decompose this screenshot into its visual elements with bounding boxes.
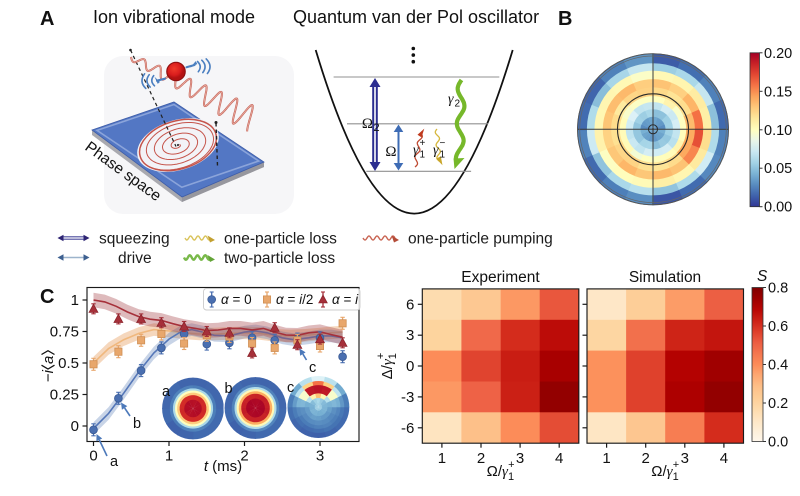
svg-text:0.00: 0.00: [764, 200, 792, 216]
svg-text:two-particle loss: two-particle loss: [224, 250, 335, 267]
svg-text:0.4: 0.4: [768, 358, 788, 374]
svg-text:C: C: [40, 286, 54, 308]
svg-text:0: 0: [71, 418, 79, 435]
svg-text:γ: γ: [433, 143, 439, 158]
svg-text:-3: -3: [401, 389, 414, 406]
svg-text:c: c: [309, 360, 316, 376]
svg-text:Δ/γ1+: Δ/γ1+: [375, 353, 399, 380]
svg-text:one-particle pumping: one-particle pumping: [408, 231, 553, 248]
svg-text:−: −: [440, 138, 446, 149]
svg-text:1: 1: [602, 450, 610, 467]
svg-text:1: 1: [420, 150, 426, 161]
svg-text:Ω: Ω: [385, 144, 396, 160]
svg-text:0.75: 0.75: [50, 324, 79, 341]
svg-text:A: A: [40, 8, 54, 30]
svg-text:0.05: 0.05: [764, 161, 792, 177]
svg-text:0.10: 0.10: [764, 123, 792, 139]
svg-text:a: a: [162, 384, 171, 400]
svg-text:S: S: [757, 268, 768, 285]
svg-text:4: 4: [720, 450, 728, 467]
svg-text:0.8: 0.8: [768, 281, 788, 297]
svg-text:3: 3: [316, 448, 324, 465]
svg-text:α = i: α = i: [332, 292, 359, 307]
svg-text:drive: drive: [118, 250, 152, 267]
svg-text:1: 1: [71, 292, 79, 309]
svg-text:0.15: 0.15: [764, 84, 792, 100]
svg-text:a: a: [40, 356, 57, 364]
svg-text:one-particle loss: one-particle loss: [224, 231, 337, 248]
svg-text:0.5: 0.5: [58, 355, 79, 372]
svg-text:Quantum van der Pol oscillator: Quantum van der Pol oscillator: [293, 7, 539, 27]
svg-text:1: 1: [165, 448, 173, 465]
svg-text:3: 3: [406, 327, 414, 344]
svg-text:2: 2: [642, 450, 650, 467]
svg-text:6: 6: [406, 296, 414, 313]
svg-text:2: 2: [374, 122, 380, 134]
svg-text:0: 0: [89, 448, 97, 465]
svg-text:b: b: [133, 416, 141, 432]
svg-text:γ: γ: [448, 92, 454, 107]
svg-text:α = 0: α = 0: [221, 292, 252, 307]
svg-text:-6: -6: [401, 420, 414, 437]
svg-text:Ω: Ω: [362, 116, 373, 132]
svg-text:squeezing: squeezing: [99, 231, 170, 248]
svg-text:3: 3: [681, 450, 689, 467]
svg-text:0.2: 0.2: [768, 396, 788, 412]
svg-text:α = i/2: α = i/2: [276, 292, 313, 307]
svg-text:b: b: [225, 381, 233, 397]
svg-text:0.20: 0.20: [764, 46, 792, 62]
svg-text:3: 3: [516, 450, 524, 467]
svg-text:0: 0: [406, 358, 414, 375]
svg-text:2: 2: [455, 99, 461, 110]
svg-text:4: 4: [555, 450, 563, 467]
svg-text:c: c: [287, 380, 294, 396]
svg-text:a: a: [110, 454, 119, 470]
svg-text:−i: −i: [40, 369, 57, 382]
svg-text:Experiment: Experiment: [461, 269, 540, 286]
svg-text:Ω/γ1+: Ω/γ1+: [487, 459, 515, 483]
svg-text:0.25: 0.25: [50, 387, 79, 404]
svg-text:γ: γ: [413, 143, 419, 158]
svg-text:2: 2: [240, 448, 248, 465]
svg-text:1: 1: [440, 150, 446, 161]
svg-text:1: 1: [438, 450, 446, 467]
svg-text:B: B: [558, 8, 572, 30]
svg-text:t (ms): t (ms): [204, 458, 242, 475]
svg-text:Ion vibrational mode: Ion vibrational mode: [93, 7, 255, 27]
svg-text:0.6: 0.6: [768, 319, 788, 335]
svg-text:0.0: 0.0: [768, 435, 788, 451]
svg-text:2: 2: [477, 450, 485, 467]
svg-text:Ω/γ1+: Ω/γ1+: [651, 459, 679, 483]
svg-text:+: +: [420, 138, 426, 149]
svg-text:Simulation: Simulation: [629, 269, 701, 286]
